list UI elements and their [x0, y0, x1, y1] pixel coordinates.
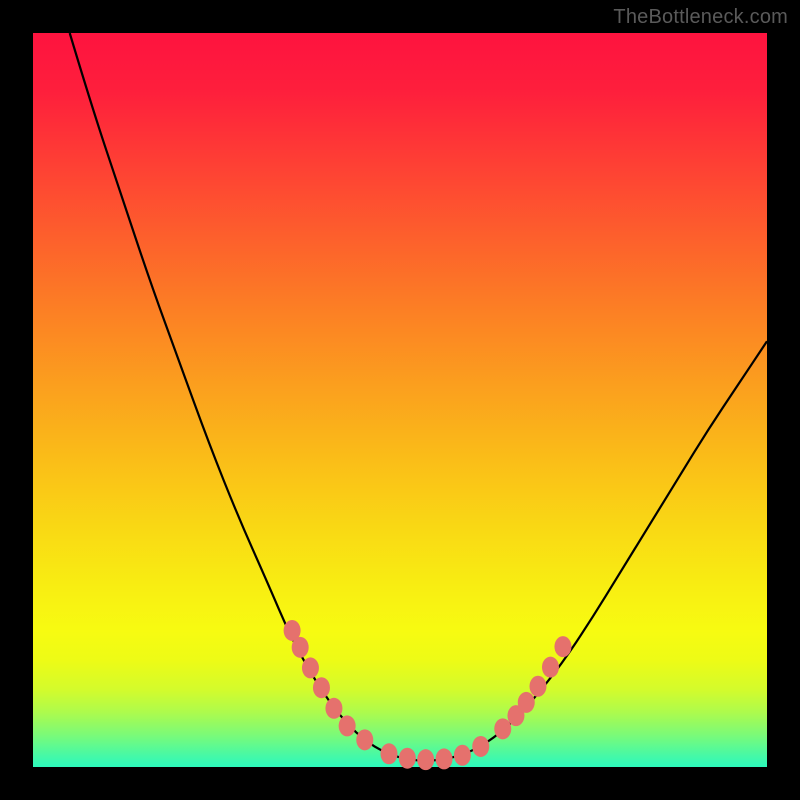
- curve-marker: [472, 736, 489, 757]
- plot-background-gradient: [33, 33, 767, 767]
- curve-marker: [494, 718, 511, 739]
- curve-marker: [518, 692, 535, 713]
- curve-marker: [529, 676, 546, 697]
- curve-marker: [339, 715, 356, 736]
- curve-marker: [380, 743, 397, 764]
- chart-canvas: TheBottleneck.com: [0, 0, 800, 800]
- curve-marker: [356, 729, 373, 750]
- curve-marker: [436, 748, 453, 769]
- curve-marker: [542, 657, 559, 678]
- curve-marker: [292, 637, 309, 658]
- curve-marker: [325, 698, 342, 719]
- curve-marker: [399, 748, 416, 769]
- bottleneck-chart-svg: [0, 0, 800, 800]
- curve-marker: [302, 657, 319, 678]
- curve-marker: [313, 677, 330, 698]
- curve-marker: [554, 636, 571, 657]
- curve-marker: [417, 749, 434, 770]
- curve-marker: [454, 745, 471, 766]
